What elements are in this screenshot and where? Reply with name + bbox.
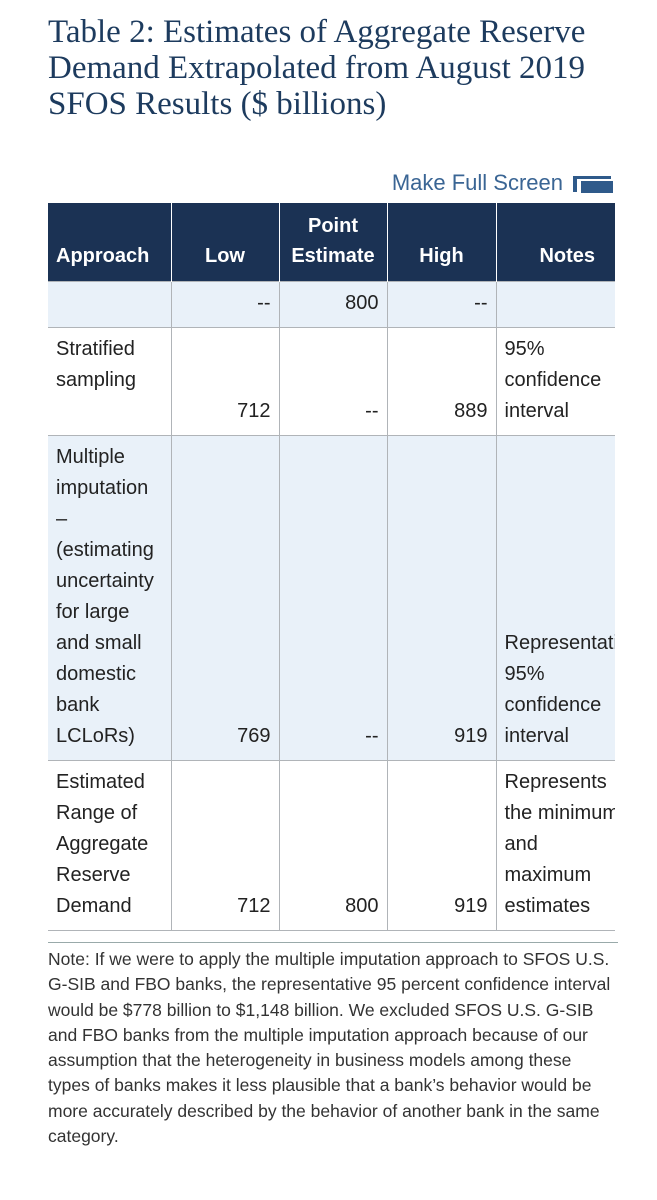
table-cell: --	[386, 281, 497, 328]
table-cell	[48, 281, 172, 328]
table-cell: 712	[170, 327, 280, 436]
table-cell: 800	[278, 281, 388, 328]
table-cell: Stratified sampling	[48, 327, 172, 436]
table-cell: Representative 95% confidence interval	[495, 435, 615, 761]
table-cell: 889	[386, 327, 497, 436]
table-cell: 712	[170, 760, 280, 931]
table-cell: --	[278, 435, 388, 761]
column-header: Low	[170, 203, 279, 282]
link-text[interactable]: Make Full Screen	[391, 170, 563, 195]
table-row: -- 800 --	[48, 281, 615, 328]
table-cell: 919	[386, 435, 497, 761]
table-cell: Represents the minimum and maximum estim…	[495, 760, 615, 931]
table-cell: 95% confidence interval	[495, 327, 615, 436]
data-table: Approach Low Point Estimate High Notes -- 800…	[48, 203, 615, 931]
column-header: High	[386, 203, 496, 282]
table-cell: Estimated Range of Aggregate Reserve Dem…	[48, 760, 172, 931]
table-title: Table 2: Estimates of Aggregate Reserve …	[48, 14, 586, 122]
table-cell: 919	[386, 760, 497, 931]
table-row: Estimated Range of Aggregate Reserve Dem…	[48, 760, 615, 931]
table-cell: --	[170, 281, 280, 328]
column-header: Notes	[495, 203, 615, 282]
table-container: Approach Low Point Estimate High Notes -- 800…	[48, 203, 615, 931]
table-row: Multiple imputation – (estimating uncert…	[48, 435, 615, 761]
header-row: Approach Low Point Estimate High Notes	[48, 203, 615, 282]
column-header: Approach	[48, 203, 171, 282]
column-header: Point Estimate	[278, 203, 387, 282]
full-screen-link[interactable]: Make Full Screen	[392, 170, 615, 196]
table-row: Stratified sampling 712 -- 889 95% confidenc…	[48, 327, 615, 436]
table-cell: Multiple imputation – (estimating uncert…	[48, 435, 172, 761]
table-cell	[495, 281, 615, 328]
full-screen-icon[interactable]	[571, 172, 615, 194]
table-cell: --	[278, 327, 388, 436]
table-cell: 800	[278, 760, 388, 931]
table-cell: 769	[170, 435, 280, 761]
table-note: Note: If we were to apply the multiple i…	[48, 942, 618, 1149]
